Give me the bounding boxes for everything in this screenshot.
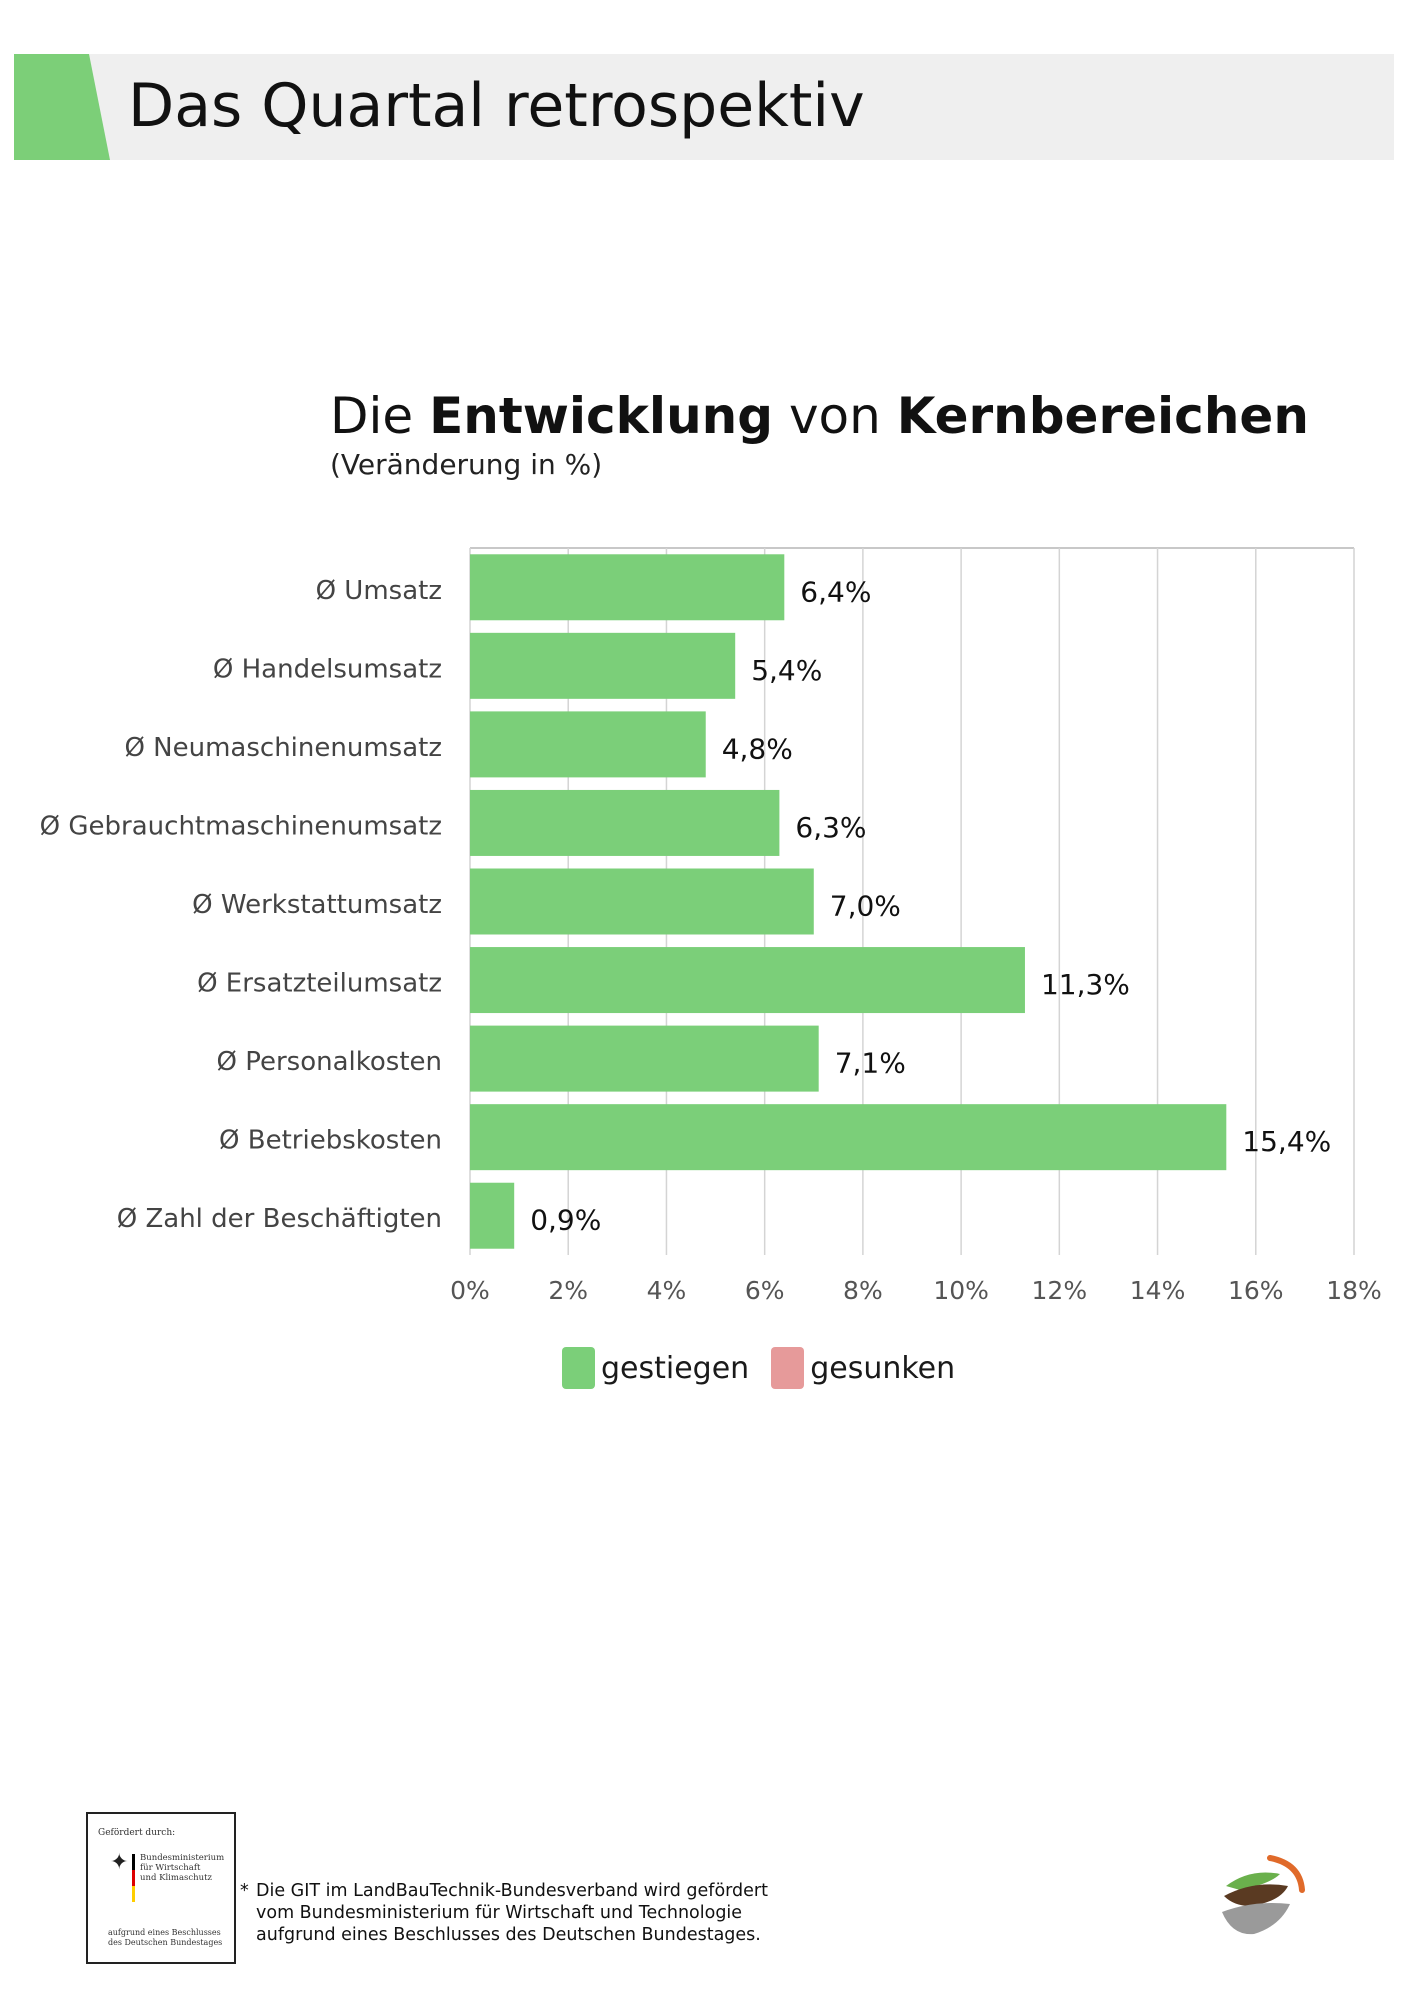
bar-chart: 0% 2% 4% 6% 8% 10% 12% 14% 16% 18% Ø Umsatz 6,4% Ø H… (40, 547, 1382, 1305)
funding-footer-line: des Deutschen Bundestages (108, 1937, 223, 1947)
bar (470, 947, 1025, 1014)
category-label: Ø Zahl der Beschäftigten (117, 1204, 442, 1234)
bar (470, 711, 706, 778)
legend-swatch-gesunken (771, 1347, 805, 1389)
funding-ministry-line: Bundesministerium (140, 1853, 225, 1863)
footnote-line: aufgrund eines Beschlusses des Deutschen… (256, 1925, 761, 1945)
footnote-star: * (240, 1881, 249, 1901)
category-label: Ø Personalkosten (216, 1047, 442, 1077)
german-flag-icon (132, 1854, 135, 1902)
legend-swatch-gestiegen (562, 1347, 595, 1389)
x-tick-label: 16% (1228, 1276, 1284, 1305)
bar (470, 789, 780, 856)
category-label: Ø Ersatzteilumsatz (197, 969, 442, 999)
bar (470, 632, 736, 699)
category-label: Ø Umsatz (316, 576, 442, 606)
x-tick-label: 18% (1326, 1276, 1382, 1305)
chart-title-part: Entwicklung (429, 387, 774, 445)
footnote-line: Die GIT im LandBauTechnik-Bundesverband … (256, 1881, 768, 1901)
funding-ministry-line: und Klimaschutz (140, 1872, 212, 1883)
category-label: Ø Betriebskosten (219, 1126, 442, 1156)
bar (470, 1182, 515, 1249)
bar (470, 554, 785, 621)
federal-eagle-icon: ✦ (110, 1850, 129, 1875)
data-label: 7,0% (830, 890, 901, 923)
bar (470, 1104, 1227, 1171)
funding-footer-line: aufgrund eines Beschlusses (108, 1928, 221, 1937)
x-tick-label: 6% (745, 1276, 785, 1305)
header-bar (14, 54, 1394, 160)
category-label: Ø Werkstattumsatz (192, 890, 442, 920)
funding-ministry: Bundesministerium für Wirtschaft und Kli… (140, 1853, 232, 1883)
funding-logo: Gefördert durch: ✦ Bundesministerium für… (86, 1812, 236, 1964)
funding-footer: aufgrund eines Beschlusses des Deutschen… (108, 1928, 222, 1947)
funding-ministry-line: für Wirtschaft (140, 1862, 201, 1873)
chart-legend: gestiegen gesunken (562, 1347, 977, 1389)
x-tick-label: 14% (1130, 1276, 1186, 1305)
x-tick-label: 2% (548, 1276, 588, 1305)
chart-title-part: Kernbereichen (896, 387, 1309, 445)
x-tick-label: 4% (647, 1276, 687, 1305)
data-label: 6,4% (800, 575, 871, 608)
data-label: 15,4% (1242, 1125, 1331, 1158)
x-tick-label: 8% (843, 1276, 883, 1305)
data-label: 4,8% (722, 732, 793, 765)
data-label: 5,4% (751, 654, 822, 687)
legend-item-gesunken: gesunken (771, 1347, 955, 1389)
x-tick-label: 10% (933, 1276, 989, 1305)
chart-title-part: von (773, 387, 897, 445)
chart-title: Die Entwicklung von Kernbereichen (330, 386, 1309, 446)
x-tick-label: 0% (450, 1276, 490, 1305)
chart-subtitle: (Veränderung in %) (330, 448, 603, 481)
category-label: Ø Neumaschinenumsatz (124, 733, 442, 763)
footnote-line: vom Bundesministerium für Wirtschaft und… (256, 1903, 743, 1923)
chart-title-part: Die (330, 387, 430, 445)
legend-label: gesunken (810, 1350, 956, 1386)
data-label: 0,9% (530, 1204, 601, 1237)
bar (470, 1025, 819, 1092)
category-label: Ø Handelsumsatz (213, 654, 442, 684)
logo-arc (1267, 1855, 1305, 1893)
logo-soil (1224, 1884, 1288, 1906)
funding-heading: Gefördert durch: (98, 1828, 176, 1838)
git-logo-icon (1222, 1855, 1305, 1935)
legend-item-gestiegen: gestiegen (562, 1347, 749, 1389)
footnote: * Die GIT im LandBauTechnik-Bundesverban… (240, 1880, 768, 1946)
logo-stone (1222, 1903, 1290, 1935)
logo-green-field (1226, 1872, 1280, 1890)
legend-label: gestiegen (601, 1350, 750, 1386)
data-label: 6,3% (795, 811, 866, 844)
data-label: 11,3% (1041, 968, 1130, 1001)
category-label: Ø Gebrauchtmaschinenumsatz (40, 811, 442, 841)
x-tick-label: 12% (1032, 1276, 1088, 1305)
data-label: 7,1% (835, 1047, 906, 1080)
page-title: Das Quartal retrospektiv (128, 71, 865, 141)
bar (470, 868, 814, 935)
